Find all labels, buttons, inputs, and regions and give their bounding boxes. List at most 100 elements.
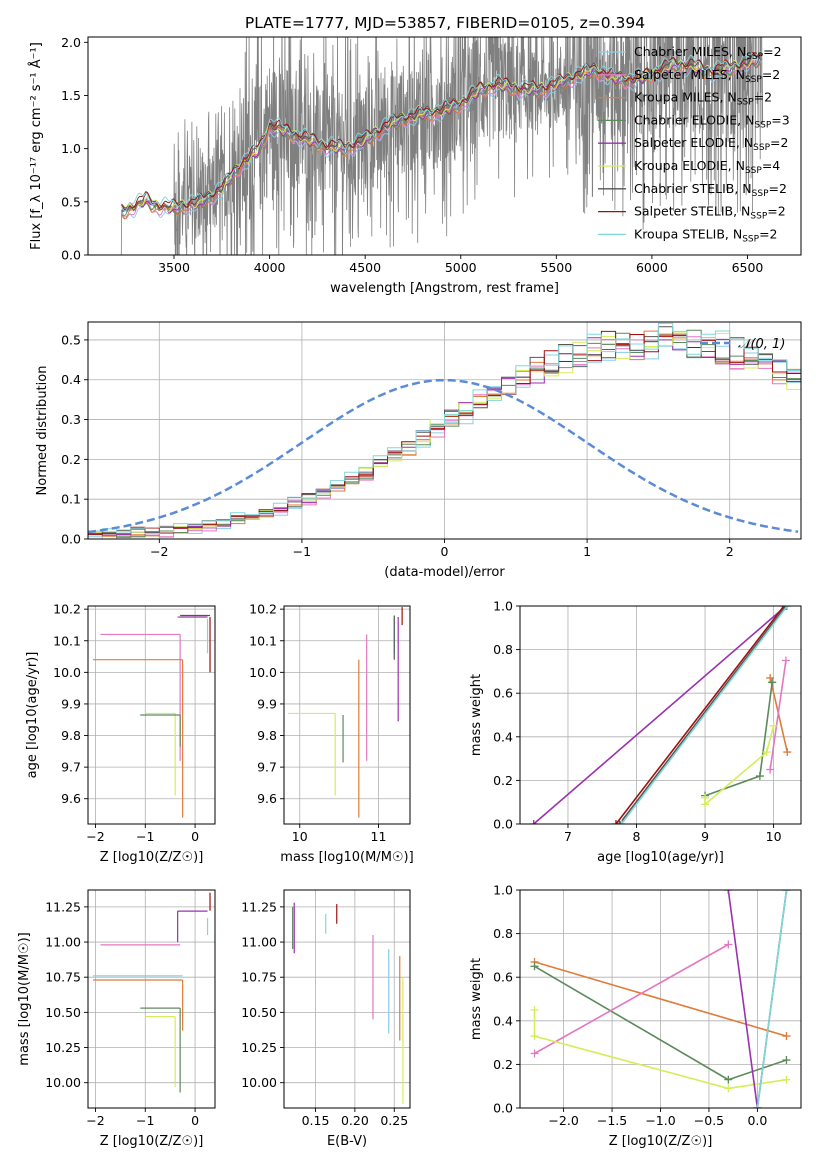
y-tick-label: 2.0 bbox=[61, 35, 81, 50]
y-tick-label: 1.0 bbox=[493, 599, 513, 614]
weight-marker bbox=[724, 940, 733, 949]
legend-entry: Chabrier MILES, NSSP=2 bbox=[634, 44, 782, 62]
x-tick-label: 10 bbox=[766, 829, 782, 844]
legend-value: =2 bbox=[769, 181, 787, 196]
weight-marker bbox=[530, 1049, 539, 1058]
y-tick-label: 0.0 bbox=[493, 817, 513, 832]
x-tick-label: −1 bbox=[136, 829, 154, 844]
panel-age-vs-Z: −2 −1 0 9.6 9.7 9.8 9.9 10.0 10.1 10.2 Z [log10(Z/… bbox=[25, 602, 216, 865]
y-tick-label: 10.25 bbox=[45, 1040, 81, 1055]
y-tick-label: 0.3 bbox=[61, 412, 81, 427]
x-tick-label: 4500 bbox=[349, 260, 381, 275]
weight-series-line bbox=[620, 606, 788, 824]
weight-series-line bbox=[533, 606, 787, 824]
y-tick-label: 10.25 bbox=[241, 1040, 277, 1055]
y-tick-label: 0.0 bbox=[61, 532, 81, 547]
axes-frame bbox=[283, 605, 411, 825]
x-tick-label: 5000 bbox=[445, 260, 477, 275]
legend-subscript: SSP bbox=[750, 212, 767, 222]
weight-marker bbox=[530, 1005, 539, 1014]
weight-marker bbox=[615, 820, 624, 824]
y-tick-label: 0.6 bbox=[493, 970, 513, 985]
residual-histogram bbox=[88, 337, 801, 539]
weight-series-line bbox=[615, 606, 785, 824]
y-tick-label: 9.9 bbox=[257, 696, 277, 711]
x-tick-label: −2 bbox=[86, 1113, 104, 1128]
y-axis-label: mass weight bbox=[469, 958, 484, 1040]
x-tick-label: 5500 bbox=[540, 260, 572, 275]
y-tick-label: 0.1 bbox=[61, 492, 81, 507]
x-axis-label: (data-model)/error bbox=[384, 565, 505, 580]
axes-frame bbox=[283, 889, 411, 1109]
residual-histogram bbox=[88, 322, 801, 534]
x-tick-label: 8 bbox=[633, 829, 641, 844]
x-tick-label: 9 bbox=[701, 829, 709, 844]
panel-weight-vs-age: 7 8 9 10 0.0 0.2 0.4 0.6 0.8 1.0 age [log10(age/yr… bbox=[469, 599, 802, 865]
x-axis-label: mass [log10(M/M☉)] bbox=[280, 850, 413, 865]
legend-value: =2 bbox=[754, 90, 772, 105]
panel-residuals: 𝒩(0, 1) −2 −1 0 1 2 0.0 0.1 0.2 0.3 0.4 0.5 (data-mo… bbox=[35, 321, 802, 580]
legend-entry: Salpeter ELODIE, NSSP=2 bbox=[634, 135, 788, 153]
weight-series-line bbox=[534, 961, 787, 1037]
legend-subscript: SSP bbox=[752, 189, 769, 199]
legend-entry: Kroupa MILES, NSSP=2 bbox=[634, 90, 772, 108]
x-axis-label: wavelength [Angstrom, rest frame] bbox=[330, 281, 559, 296]
model-spectrum-line bbox=[121, 52, 763, 212]
y-axis-label: Normed distribution bbox=[35, 366, 50, 496]
model-spectrum-line bbox=[121, 52, 763, 211]
x-tick-label: 11 bbox=[371, 829, 387, 844]
y-axis-label: Flux [f_λ 10⁻¹⁷ erg cm⁻² s⁻¹ Å⁻¹] bbox=[28, 42, 44, 250]
x-tick-label: −1 bbox=[136, 1113, 154, 1128]
legend-subscript: SSP bbox=[745, 166, 762, 176]
normal-distribution-curve bbox=[88, 378, 799, 534]
x-tick-label: −2 bbox=[86, 829, 104, 844]
plot-area bbox=[117, 37, 764, 255]
weight-marker bbox=[766, 765, 775, 774]
y-tick-label: 9.6 bbox=[257, 791, 277, 806]
weight-marker bbox=[782, 1056, 791, 1065]
y-axis-label: mass weight bbox=[469, 674, 484, 756]
x-axis-label: Z [log10(Z/Z☉)] bbox=[100, 1134, 204, 1149]
plot-area bbox=[292, 902, 404, 1104]
y-axis-label: mass [log10(M/M☉)] bbox=[17, 932, 32, 1065]
legend-subscript: SSP bbox=[754, 120, 771, 130]
plot-area bbox=[88, 322, 801, 539]
plot-area bbox=[530, 890, 791, 1108]
axes-frame bbox=[87, 605, 216, 825]
plot-area bbox=[529, 606, 792, 824]
weight-series-line bbox=[769, 660, 787, 770]
x-tick-label: −2.0 bbox=[548, 1113, 578, 1128]
y-tick-label: 0.4 bbox=[493, 1013, 513, 1028]
y-tick-label: 0.5 bbox=[61, 194, 81, 209]
legend-label: Salpeter STELIB, N bbox=[634, 204, 750, 219]
weight-marker bbox=[611, 820, 620, 824]
y-tick-label: 0.5 bbox=[61, 332, 81, 347]
weight-marker bbox=[782, 1075, 791, 1084]
legend-value: =2 bbox=[767, 204, 785, 219]
x-tick-label: 6500 bbox=[732, 260, 764, 275]
y-tick-label: 0.4 bbox=[493, 729, 513, 744]
y-tick-label: 10.75 bbox=[45, 970, 81, 985]
x-tick-label: 0 bbox=[191, 1113, 199, 1128]
panel-mass-vs-EBV: 0.15 0.20 0.25 10.00 10.25 10.50 10.75 11.00 11.… bbox=[241, 889, 411, 1149]
x-tick-label: 0.25 bbox=[380, 1113, 408, 1128]
weight-marker bbox=[783, 748, 792, 757]
y-tick-label: 0.8 bbox=[493, 926, 513, 941]
plot-area bbox=[92, 892, 211, 1093]
y-tick-label: 0.2 bbox=[493, 1057, 513, 1072]
y-tick-label: 10.1 bbox=[53, 633, 81, 648]
weight-marker bbox=[724, 890, 733, 894]
panel-weight-vs-Z: −2.0 −1.5 −1.0 −0.5 0.0 0.0 0.2 0.4 0.6 0.8 1.0 Z [… bbox=[469, 883, 802, 1149]
weight-marker bbox=[724, 1084, 733, 1093]
x-axis-label: Z [log10(Z/Z☉)] bbox=[100, 850, 204, 865]
legend-entry: Salpeter STELIB, NSSP=2 bbox=[634, 204, 786, 222]
weight-marker bbox=[782, 1032, 791, 1041]
legend-subscript: SSP bbox=[753, 143, 770, 153]
residual-histogram bbox=[88, 337, 801, 535]
weight-marker bbox=[753, 1104, 762, 1108]
y-tick-label: 10.75 bbox=[241, 970, 277, 985]
legend-value: =2 bbox=[763, 44, 781, 59]
legend-value: =2 bbox=[770, 135, 788, 150]
y-tick-label: 9.8 bbox=[257, 728, 277, 743]
y-tick-label: 9.8 bbox=[61, 728, 81, 743]
